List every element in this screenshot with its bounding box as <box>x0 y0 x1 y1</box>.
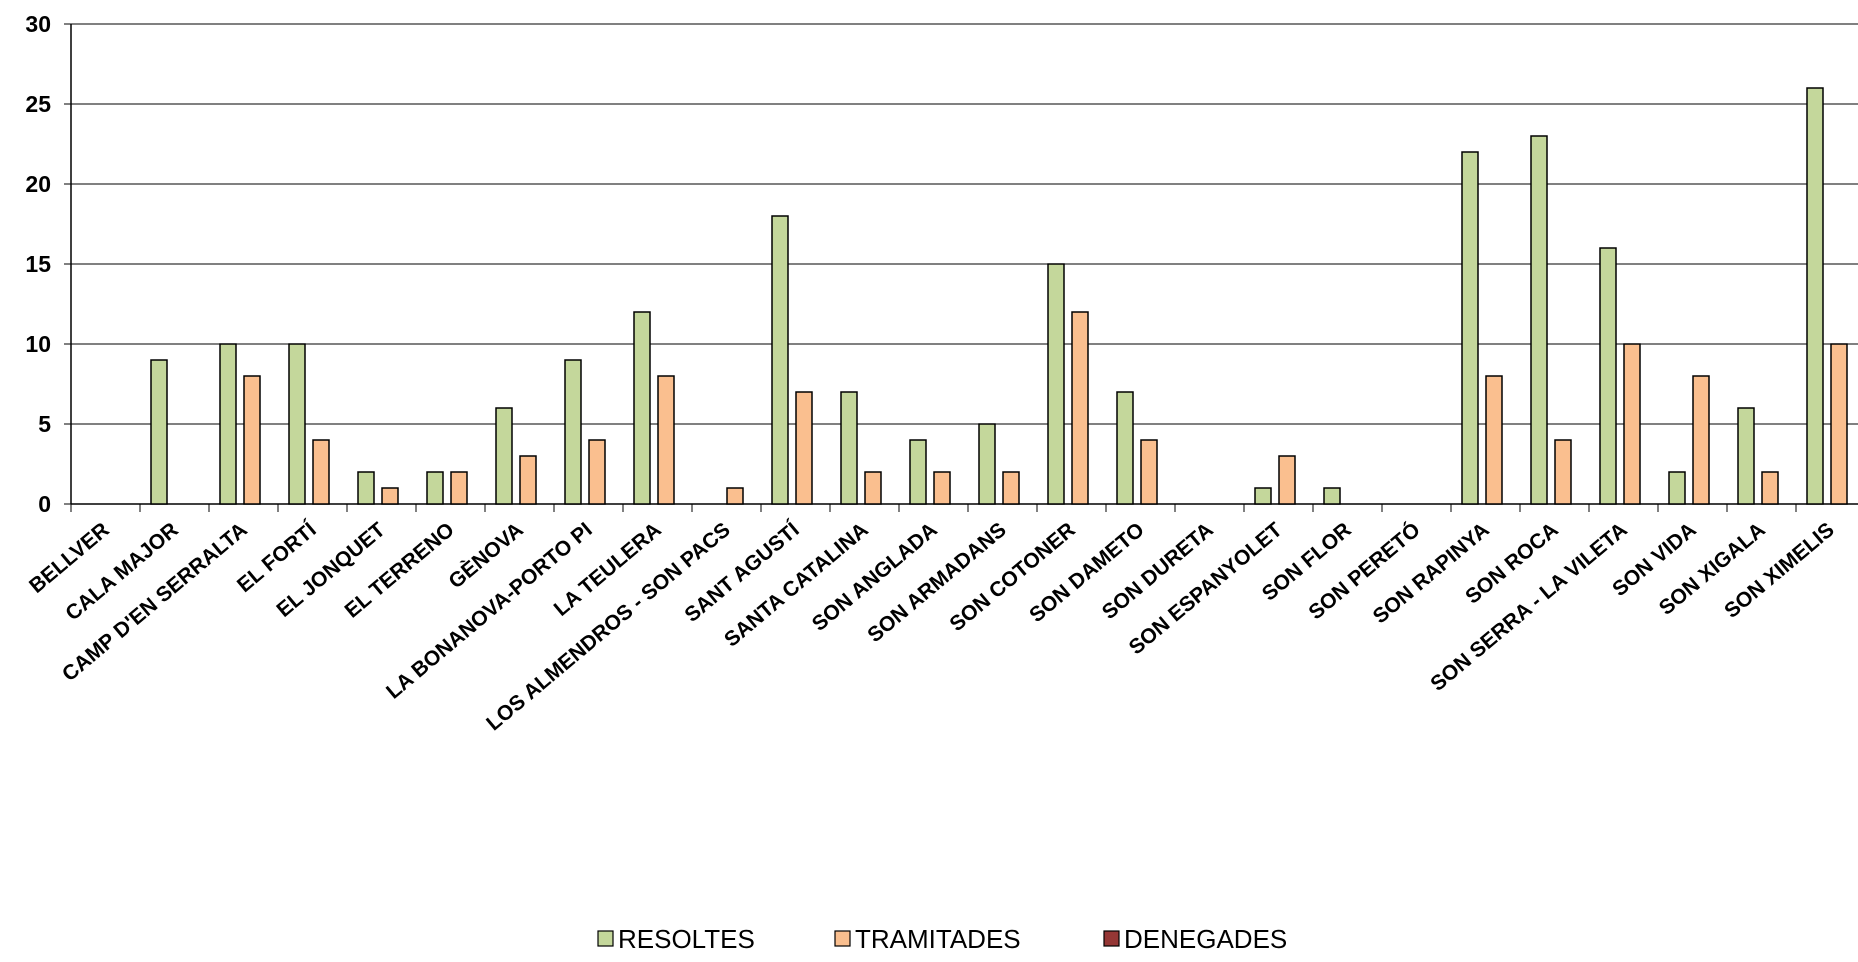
bar-resoltes <box>219 343 237 505</box>
legend-swatch <box>834 930 851 947</box>
bar-tramitades <box>1002 471 1020 505</box>
y-tick-label: 0 <box>38 491 51 517</box>
bar-tramitades <box>450 471 468 505</box>
bar-tramitades <box>381 487 399 505</box>
bar-resoltes <box>909 439 927 505</box>
category-label: SON COTONER <box>945 518 1079 636</box>
bar-tramitades <box>243 375 261 505</box>
bar-tramitades <box>864 471 882 505</box>
y-tick-label: 10 <box>25 331 51 357</box>
bar-resoltes <box>1116 391 1134 505</box>
gridlines <box>71 23 1858 425</box>
bar-resoltes <box>357 471 375 505</box>
bar-resoltes <box>495 407 513 505</box>
bar-tramitades <box>657 375 675 505</box>
legend: RESOLTES TRAMITADES DENEGADES <box>597 924 1287 954</box>
bar-resoltes <box>1737 407 1755 505</box>
category-label: SANT AGUSTÍ <box>680 517 804 626</box>
bars <box>150 87 1848 505</box>
bar-tramitades <box>1554 439 1572 505</box>
bar-tramitades <box>795 391 813 505</box>
y-tick-label: 5 <box>38 411 51 437</box>
legend-label: RESOLTES <box>618 924 755 954</box>
category-label: SON ANGLADA <box>808 518 942 636</box>
bar-tramitades <box>1278 455 1296 505</box>
bar-resoltes <box>1530 135 1548 505</box>
bar-resoltes <box>564 359 582 505</box>
bar-resoltes <box>426 471 444 505</box>
bar-resoltes <box>1461 151 1479 505</box>
bar-tramitades <box>519 455 537 505</box>
y-axis: 0 5 10 15 20 25 30 <box>25 11 72 517</box>
bar-resoltes <box>150 359 168 505</box>
bar-tramitades <box>588 439 606 505</box>
bar-tramitades <box>1485 375 1503 505</box>
y-tick-label: 15 <box>25 251 51 277</box>
bar-tramitades <box>1761 471 1779 505</box>
bar-resoltes <box>1323 487 1341 505</box>
bar-resoltes <box>633 311 651 505</box>
y-tick-label: 30 <box>25 11 51 37</box>
bar-tramitades <box>1140 439 1158 505</box>
bar-tramitades <box>1623 343 1641 505</box>
bar-tramitades <box>312 439 330 505</box>
bar-tramitades <box>933 471 951 505</box>
bar-resoltes <box>288 343 306 505</box>
bar-tramitades <box>1692 375 1710 505</box>
legend-label: DENEGADES <box>1124 924 1287 954</box>
bar-tramitades <box>1071 311 1089 505</box>
bar-resoltes <box>840 391 858 505</box>
category-label: SON RAPINYA <box>1369 518 1494 628</box>
bar-resoltes <box>1254 487 1272 505</box>
bar-resoltes <box>1668 471 1686 505</box>
bar-resoltes <box>978 423 996 505</box>
category-label: LOS ALMENDROS - SON PACS <box>482 518 735 735</box>
legend-swatch <box>597 930 614 947</box>
bar-resoltes <box>771 215 789 505</box>
legend-swatch <box>1103 930 1120 947</box>
y-tick-label: 20 <box>25 171 51 197</box>
bar-resoltes <box>1599 247 1617 505</box>
category-label: SON DAMETO <box>1025 518 1149 627</box>
legend-label: TRAMITADES <box>855 924 1021 954</box>
bar-tramitades <box>726 487 744 505</box>
bar-tramitades <box>1830 343 1848 505</box>
y-tick-label: 25 <box>25 91 51 117</box>
bar-resoltes <box>1806 87 1824 505</box>
bar-resoltes <box>1047 263 1065 505</box>
